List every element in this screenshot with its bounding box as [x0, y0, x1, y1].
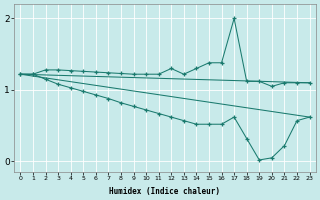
X-axis label: Humidex (Indice chaleur): Humidex (Indice chaleur) — [109, 187, 220, 196]
